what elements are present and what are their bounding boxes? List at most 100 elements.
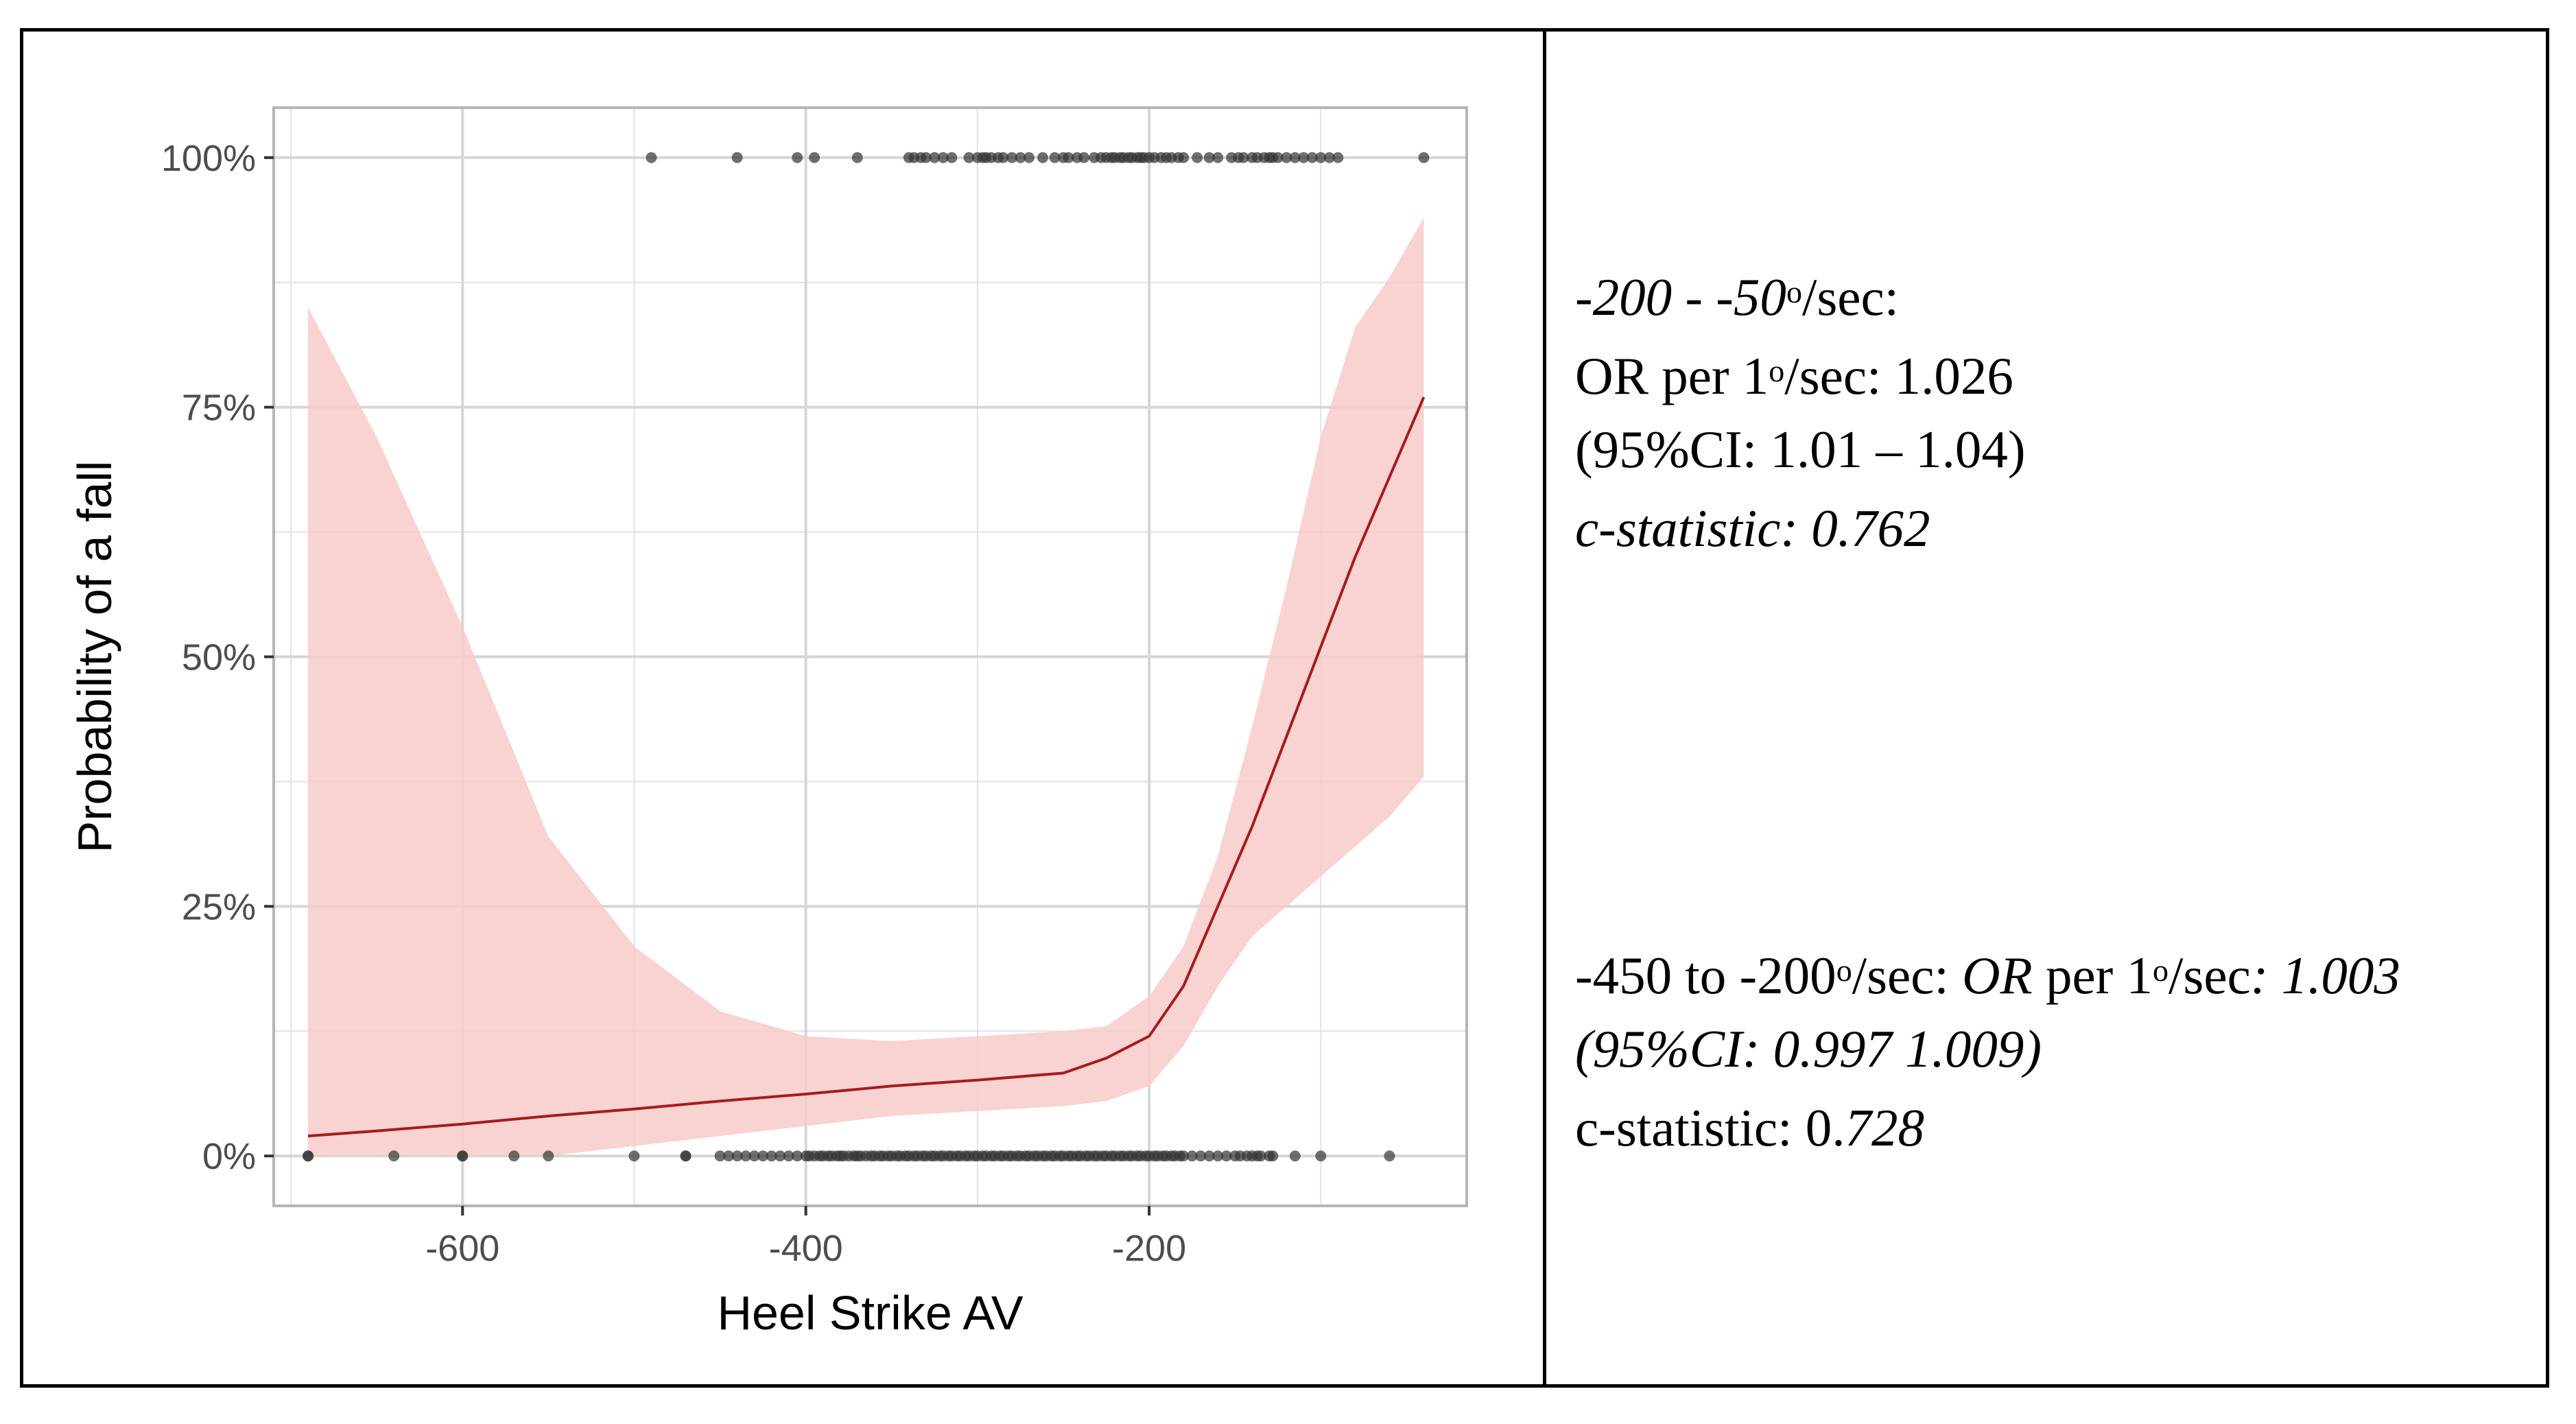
point-no-fall <box>714 1150 726 1162</box>
point-no-fall <box>1267 1150 1279 1162</box>
point-no-fall <box>508 1150 520 1162</box>
y-tick-labels: 0% 25% 50% 75% 100% <box>161 138 256 1177</box>
point-fall <box>920 152 932 163</box>
point-no-fall <box>740 1150 752 1162</box>
point-no-fall <box>680 1150 692 1162</box>
axis-ticks <box>264 156 1151 1215</box>
point-no-fall <box>731 1150 743 1162</box>
x-tick-label: -200 <box>1112 1228 1186 1269</box>
point-no-fall <box>792 1150 803 1162</box>
annot1-unit: /sec: <box>1801 268 1900 327</box>
point-fall <box>1418 152 1430 163</box>
confidence-band <box>308 217 1424 1156</box>
degree-symbol: o <box>1836 953 1852 988</box>
point-no-fall <box>457 1150 469 1162</box>
annot1-line3: (95%CI: 1.01 – 1.04) <box>1575 420 2026 479</box>
annot2-per: per 1 <box>2032 946 2153 1005</box>
point-no-fall <box>783 1150 794 1162</box>
point-no-fall <box>775 1150 786 1162</box>
point-fall <box>1298 152 1310 163</box>
point-no-fall <box>1220 1150 1232 1162</box>
point-fall <box>1178 152 1190 163</box>
annot1-line2: OR per 1o/sec: 1.026 <box>1575 331 2026 410</box>
point-fall <box>792 152 803 163</box>
degree-symbol: o <box>2153 953 2169 988</box>
point-fall <box>1315 152 1327 163</box>
point-fall <box>1212 152 1224 163</box>
point-fall <box>1332 152 1344 163</box>
point-no-fall <box>388 1150 400 1162</box>
point-fall <box>963 152 975 163</box>
point-fall <box>1063 152 1074 163</box>
point-no-fall <box>1212 1150 1224 1162</box>
annot2-unit: /sec: <box>1852 946 1963 1005</box>
point-fall <box>1289 152 1301 163</box>
point-no-fall <box>1315 1150 1327 1162</box>
point-fall <box>1023 152 1035 163</box>
y-tick-label: 100% <box>161 138 256 179</box>
annot2-or-label: OR <box>1962 946 2033 1005</box>
degree-symbol: o <box>1769 353 1785 388</box>
point-no-fall <box>1195 1150 1207 1162</box>
fitted-curve <box>307 396 1426 1138</box>
annot1-or-label: OR per 1 <box>1575 346 1769 405</box>
annot2-per-unit: /sec <box>2169 946 2251 1005</box>
figure-frame: -600 -400 -200 0% 25% 50% 75% 100% Heel Strike… <box>20 28 2549 1388</box>
point-fall <box>1272 152 1284 163</box>
annot2-cstat-value: 728 <box>1845 1098 1924 1157</box>
y-tick-label: 50% <box>182 637 256 678</box>
point-no-fall <box>628 1150 640 1162</box>
point-no-fall <box>1255 1150 1266 1162</box>
x-tick-label: -400 <box>769 1228 843 1269</box>
point-no-fall <box>303 1150 314 1162</box>
fit-line <box>307 396 1426 1138</box>
point-fall <box>997 152 1009 163</box>
point-fall <box>731 152 743 163</box>
point-fall <box>646 152 657 163</box>
data-points <box>303 152 1430 1162</box>
annot2-or-value: : 1.003 <box>2250 946 2400 1005</box>
table-divider <box>1543 32 1546 1384</box>
x-tick-labels: -600 -400 -200 <box>425 1228 1186 1269</box>
point-no-fall <box>1178 1150 1190 1162</box>
point-no-fall <box>757 1150 769 1162</box>
annot2-range: -450 to -200 <box>1575 946 1836 1005</box>
annotation-block-2: -450 to -200o/sec: OR per 1o/sec: 1.003 … <box>1575 931 2400 1167</box>
point-fall <box>851 152 863 163</box>
annot1-line1: -200 - -50o/sec: <box>1575 252 2026 331</box>
point-no-fall <box>1186 1150 1198 1162</box>
point-fall <box>1306 152 1318 163</box>
annot1-range: -200 - -50 <box>1575 268 1786 327</box>
annot2-line3: c-statistic: 0.728 <box>1575 1089 2400 1167</box>
y-tick-label: 0% <box>202 1136 256 1177</box>
y-tick-label: 25% <box>182 886 256 927</box>
point-fall <box>1049 152 1061 163</box>
point-fall <box>1281 152 1292 163</box>
point-no-fall <box>1289 1150 1301 1162</box>
point-fall <box>946 152 958 163</box>
point-fall <box>1015 152 1026 163</box>
point-fall <box>1323 152 1335 163</box>
point-fall <box>1203 152 1215 163</box>
point-fall <box>937 152 949 163</box>
annotation-block-1: -200 - -50o/sec: OR per 1o/sec: 1.026 (9… <box>1575 252 2026 568</box>
point-no-fall <box>1384 1150 1395 1162</box>
ci-band <box>308 217 1424 1156</box>
x-axis-title: Heel Strike AV <box>717 1286 1023 1340</box>
point-no-fall <box>1203 1150 1215 1162</box>
y-tick-label: 75% <box>182 388 256 429</box>
point-fall <box>809 152 820 163</box>
x-tick-label: -600 <box>425 1228 499 1269</box>
annot2-cstat-label: c-statistic: 0. <box>1575 1098 1845 1157</box>
logistic-plot: -600 -400 -200 0% 25% 50% 75% 100% Heel Strike… <box>68 106 1468 1340</box>
point-fall <box>1238 152 1249 163</box>
annot1-or-value: /sec: 1.026 <box>1784 346 2013 405</box>
point-fall <box>1037 152 1048 163</box>
point-fall <box>929 152 941 163</box>
annot2-line1: -450 to -200o/sec: OR per 1o/sec: 1.003 <box>1575 931 2400 1010</box>
point-no-fall <box>543 1150 554 1162</box>
point-no-fall <box>748 1150 760 1162</box>
point-no-fall <box>766 1150 777 1162</box>
annot2-line2: (95%CI: 0.997 1.009) <box>1575 1019 2042 1078</box>
degree-symbol: o <box>1786 274 1802 309</box>
